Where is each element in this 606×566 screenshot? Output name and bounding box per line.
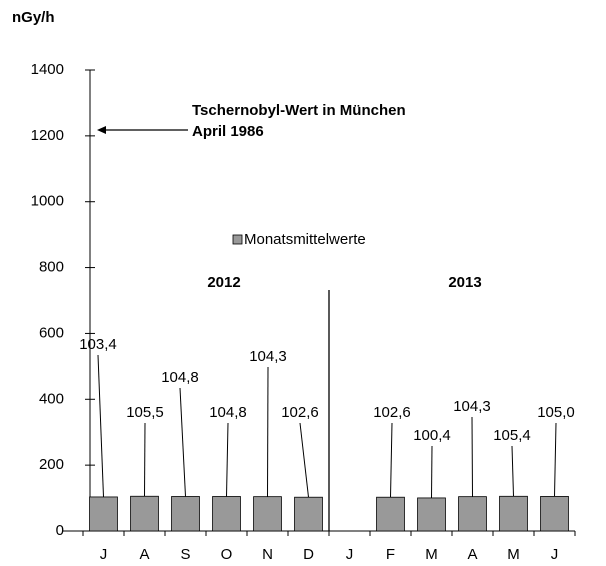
x-tick-label: A <box>467 546 477 563</box>
x-tick-label: J <box>551 546 559 563</box>
y-axis-label: nGy/h <box>12 9 55 26</box>
leader-line <box>97 354 104 497</box>
value-label: 104,8 <box>161 369 199 386</box>
leader-line <box>267 366 269 497</box>
year-label: 2013 <box>448 274 481 291</box>
bar <box>171 496 200 532</box>
x-tick-label: J <box>346 546 354 563</box>
value-label: 104,3 <box>453 398 491 415</box>
leader-line <box>511 445 514 497</box>
leader-line <box>390 422 393 498</box>
x-tick-label: O <box>221 546 233 563</box>
value-label: 104,3 <box>249 348 287 365</box>
arrow-head <box>97 126 106 134</box>
x-tick-label: S <box>180 546 190 563</box>
x-tick-label: M <box>425 546 438 563</box>
y-tick-label: 1400 <box>31 61 64 78</box>
value-label: 105,5 <box>126 404 164 421</box>
bar <box>89 496 118 532</box>
leader-line <box>471 416 473 497</box>
bar <box>212 496 241 532</box>
bar <box>417 497 446 532</box>
leader-line <box>299 422 309 498</box>
value-label: 103,4 <box>79 336 117 353</box>
leader-line <box>431 445 433 498</box>
bar <box>540 496 569 532</box>
x-tick-label: F <box>386 546 395 563</box>
value-label: 102,6 <box>281 404 319 421</box>
value-label: 105,0 <box>537 404 575 421</box>
bar <box>253 496 282 532</box>
y-tick-label: 1200 <box>31 127 64 144</box>
x-tick-label: D <box>303 546 314 563</box>
x-tick-label: J <box>100 546 108 563</box>
x-tick-label: M <box>507 546 520 563</box>
value-label: 100,4 <box>413 427 451 444</box>
y-tick-label: 800 <box>39 259 64 276</box>
x-tick-label: A <box>139 546 149 563</box>
value-label: 105,4 <box>493 427 531 444</box>
value-label: 102,6 <box>373 404 411 421</box>
leader-line <box>144 422 146 497</box>
value-label: 104,8 <box>209 404 247 421</box>
y-tick-label: 400 <box>39 390 64 407</box>
y-tick-label: 200 <box>39 456 64 473</box>
leader-line <box>226 422 229 497</box>
leader-line <box>554 422 557 497</box>
bar <box>376 496 405 532</box>
y-tick-label: 1000 <box>31 193 64 210</box>
legend-swatch <box>232 234 243 245</box>
bar <box>294 496 323 532</box>
y-tick-label: 600 <box>39 324 64 341</box>
x-tick-label: N <box>262 546 273 563</box>
bar <box>130 495 159 532</box>
year-label: 2012 <box>207 274 240 291</box>
annotation: April 1986 <box>192 123 264 140</box>
leader-line <box>179 387 186 497</box>
bar <box>499 495 528 532</box>
bar <box>458 496 487 532</box>
y-tick-label: 0 <box>56 522 64 539</box>
annotation: Tschernobyl-Wert in München <box>192 102 406 119</box>
legend-label: Monatsmittelwerte <box>244 231 366 248</box>
